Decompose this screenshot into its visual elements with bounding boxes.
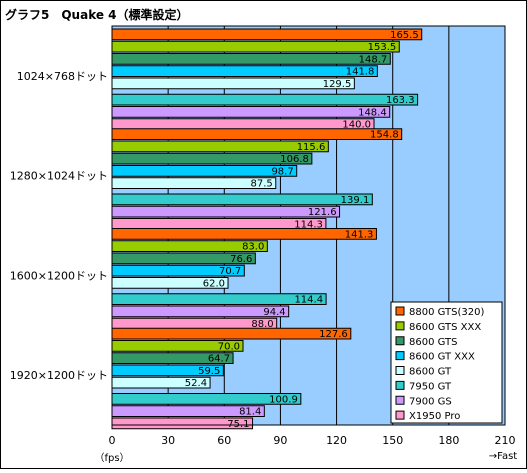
bar-value-label: 129.5	[323, 79, 352, 90]
legend-label: 7950 GT	[409, 381, 452, 392]
bar-value-label: 165.5	[390, 30, 419, 41]
bar-value-label: 106.8	[280, 154, 309, 165]
bar-value-label: 139.1	[341, 195, 370, 206]
x-tick-label: 210	[495, 434, 516, 447]
bar-value-label: 70.7	[219, 266, 241, 277]
category-label: 1600×1200ドット	[10, 269, 108, 282]
bar	[111, 305, 290, 318]
bar-value-label: 127.6	[319, 329, 348, 340]
bar-value-label: 163.3	[386, 95, 415, 106]
legend-swatch	[395, 410, 405, 420]
legend-swatch	[395, 380, 405, 390]
bar-value-label: 114.4	[294, 295, 323, 306]
legend-label: X1950 Pro	[409, 411, 460, 422]
bar-value-label: 115.6	[297, 142, 326, 153]
bars	[111, 28, 423, 430]
bar-value-label: 114.3	[294, 219, 323, 230]
bar	[111, 118, 375, 130]
bar-value-label: 52.4	[185, 378, 207, 389]
x-tick-label: 0	[109, 434, 116, 447]
legend-swatch	[395, 336, 405, 346]
bar	[111, 28, 423, 41]
bar-value-label: 64.7	[208, 354, 230, 365]
bar	[111, 93, 419, 106]
bar-value-label: 59.5	[198, 366, 220, 377]
legend-swatch	[395, 395, 405, 405]
category-label: 1280×1024ドット	[10, 170, 108, 183]
x-tick-label: 60	[217, 434, 231, 447]
x-tick-label: 90	[273, 434, 287, 447]
bar-value-label: 81.4	[239, 407, 261, 418]
x-tick-label: 180	[438, 434, 459, 447]
bar-value-label: 76.6	[230, 254, 252, 265]
bar	[111, 228, 377, 240]
bar	[111, 53, 391, 65]
bar-value-label: 87.5	[250, 179, 272, 190]
bar-value-label: 75.1	[227, 419, 249, 430]
bar-value-label: 88.0	[251, 319, 273, 330]
category-labels: 1024×768ドット 1280×1024ドット 1600×1200ドット 1920×…	[10, 70, 108, 382]
bar-value-label: 141.8	[346, 67, 375, 78]
bar	[111, 205, 341, 218]
x-axis-ticks: 0 30 60 90 120 150 180 210	[109, 434, 516, 447]
bar	[111, 193, 373, 206]
bar-value-label: 121.6	[308, 207, 337, 218]
x-axis-unit-label: （fps）	[94, 452, 129, 464]
bar-value-label: 140.0	[342, 120, 371, 131]
bar	[111, 327, 352, 340]
legend-swatch	[395, 366, 405, 375]
bar-value-label: 62.0	[203, 278, 225, 289]
bar-value-label: 148.4	[358, 107, 387, 118]
legend-label: 8600 GT XXX	[409, 352, 475, 363]
x-tick-label: 30	[161, 434, 175, 447]
bar-value-label: 100.9	[269, 394, 298, 405]
bar-value-label: 98.7	[271, 166, 293, 177]
bar	[111, 65, 378, 77]
legend: 8800 GTS(320) 8600 GTS XXX 8600 GTS 8600 GT…	[390, 301, 503, 424]
bar-value-label: 153.5	[368, 42, 397, 53]
bar-value-label: 83.0	[242, 242, 264, 253]
legend-label: 8600 GTS	[409, 337, 457, 348]
x-tick-label: 150	[382, 434, 403, 447]
plot-frame	[111, 25, 506, 426]
bar	[111, 165, 298, 177]
bar-value-label: 70.0	[218, 341, 240, 352]
legend-box	[390, 301, 503, 424]
bar-value-label: 148.7	[359, 54, 388, 65]
legend-swatch	[395, 351, 405, 361]
x-tick-label: 120	[326, 434, 347, 447]
chart-title: グラフ5 Quake 4（標準設定）	[5, 7, 189, 22]
category-label: 1920×1200ドット	[10, 369, 108, 382]
bar	[111, 40, 400, 53]
bar-value-label: 141.3	[345, 229, 374, 240]
bar	[111, 77, 355, 90]
legend-label: 7900 GS	[409, 396, 452, 407]
bar-value-label: 154.8	[370, 130, 399, 141]
category-label: 1024×768ドット	[17, 70, 108, 83]
legend-swatch	[395, 306, 405, 316]
bar	[111, 106, 391, 118]
legend-swatch	[395, 321, 405, 331]
legend-label: 8600 GT	[409, 367, 452, 378]
bar-value-label: 94.4	[263, 307, 285, 318]
legend-label: 8600 GTS XXX	[409, 322, 481, 333]
x-axis-direction-label: →Fast	[489, 451, 518, 462]
legend-label: 8800 GTS(320)	[409, 307, 484, 318]
